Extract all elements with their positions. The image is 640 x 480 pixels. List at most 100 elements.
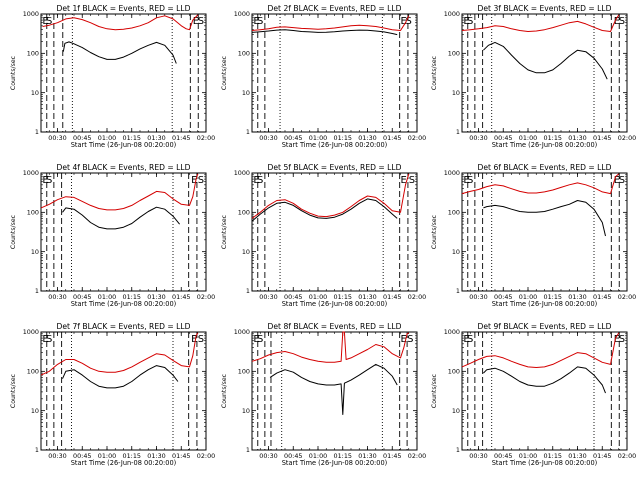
x-tick-label: 01:15: [544, 134, 562, 142]
y-axis-label: Counts/sec: [431, 55, 438, 90]
x-tick-label: 01:00: [98, 134, 116, 142]
lld-series-line: [251, 173, 410, 219]
marker-e: E: [42, 175, 48, 186]
plot-frame: [461, 331, 628, 451]
chart-title: Det 5f BLACK = Events, RED = LLD: [268, 163, 402, 172]
x-tick-label: 01:30: [147, 134, 165, 142]
x-tick-label: 01:45: [172, 293, 190, 301]
x-tick-label: 00:45: [284, 452, 302, 460]
x-tick-label: 01:00: [98, 293, 116, 301]
chart-title: Det 8f BLACK = Events, RED = LLD: [268, 322, 402, 331]
x-tick-label: 02:00: [197, 452, 215, 460]
x-tick-label: 01:15: [544, 452, 562, 460]
marker-e: E: [191, 334, 197, 345]
x-tick-label: 01:00: [309, 134, 327, 142]
x-tick-label: 02:00: [408, 452, 426, 460]
x-tick-label: 01:45: [593, 134, 611, 142]
y-axis-label: Counts/sec: [431, 373, 438, 408]
y-tick-label: 1000: [234, 169, 250, 177]
marker-s: S: [409, 175, 415, 186]
chart-panel-5: Det 5f BLACK = Events, RED = LLD 1 10 100 10…: [221, 163, 426, 308]
chart-title: Det 2f BLACK = Events, RED = LLD: [268, 4, 402, 13]
marker-e: E: [463, 334, 469, 345]
x-tick-label: 00:45: [494, 452, 512, 460]
x-axis-label: Start Time (26-Jun-08 00:20:00): [71, 300, 177, 308]
chart-panel-6: Det 6f BLACK = Events, RED = LLD 1 10 100 10…: [431, 163, 636, 308]
marker-s: S: [198, 175, 204, 186]
lld-series-line: [40, 332, 199, 376]
marker-e: E: [463, 16, 469, 27]
y-tick-label: 10: [31, 407, 39, 415]
events-series-line: [251, 29, 398, 36]
lld-series-line: [251, 15, 410, 31]
x-tick-label: 01:45: [383, 134, 401, 142]
y-axis-label: Counts/sec: [221, 55, 228, 90]
x-tick-label: 01:00: [309, 452, 327, 460]
y-tick-label: 100: [448, 50, 460, 58]
chart-panel-1: Det 1f BLACK = Events, RED = LLD 1 10 100 10…: [10, 4, 215, 149]
x-tick-label: 00:45: [284, 134, 302, 142]
chart-title: Det 1f BLACK = Events, RED = LLD: [57, 4, 191, 13]
y-axis-label: Counts/sec: [10, 214, 17, 249]
x-tick-label: 00:45: [73, 452, 91, 460]
chart-title: Det 7f BLACK = Events, RED = LLD: [57, 322, 191, 331]
marker-s: S: [619, 175, 625, 186]
marker-s: S: [467, 334, 473, 345]
marker-s: S: [46, 334, 52, 345]
x-tick-label: 00:45: [73, 134, 91, 142]
marker-e: E: [253, 334, 259, 345]
x-tick-label: 00:45: [494, 293, 512, 301]
lld-series-line: [42, 14, 199, 31]
plot-frame: [461, 172, 628, 292]
y-tick-label: 10: [452, 248, 460, 256]
chart-panel-9: Det 9f BLACK = Events, RED = LLD 1 10 100 10…: [431, 322, 636, 467]
x-tick-label: 01:15: [123, 293, 141, 301]
marker-e: E: [614, 175, 620, 186]
y-tick-label: 10: [31, 89, 39, 97]
x-tick-label: 01:30: [358, 452, 376, 460]
x-tick-label: 02:00: [408, 293, 426, 301]
lld-series-line: [461, 14, 620, 32]
chart-panel-3: Det 3f BLACK = Events, RED = LLD 1 10 100 10…: [431, 4, 636, 149]
events-series-line: [483, 41, 608, 80]
x-tick-label: 00:30: [469, 452, 487, 460]
x-axis-label: Start Time (26-Jun-08 00:20:00): [282, 459, 388, 467]
x-tick-label: 01:15: [334, 452, 352, 460]
events-series-line: [62, 365, 179, 389]
y-axis-label: Counts/sec: [221, 373, 228, 408]
y-tick-label: 1: [456, 287, 460, 295]
marker-e: E: [193, 16, 199, 27]
y-tick-label: 100: [27, 209, 39, 217]
plot-frame: [40, 13, 207, 133]
x-tick-label: 00:30: [259, 134, 277, 142]
marker-s: S: [467, 16, 473, 27]
x-tick-label: 01:30: [568, 293, 586, 301]
x-axis-label: Start Time (26-Jun-08 00:20:00): [71, 459, 177, 467]
x-tick-label: 00:30: [469, 293, 487, 301]
x-tick-label: 01:00: [519, 452, 537, 460]
y-axis-label: Counts/sec: [221, 214, 228, 249]
x-tick-label: 01:00: [309, 293, 327, 301]
marker-s: S: [257, 175, 263, 186]
marker-e: E: [191, 175, 197, 186]
chart-title: Det 9f BLACK = Events, RED = LLD: [478, 322, 612, 331]
marker-s: S: [257, 16, 263, 27]
x-tick-label: 00:45: [284, 293, 302, 301]
y-tick-label: 100: [27, 50, 39, 58]
x-tick-label: 01:30: [568, 452, 586, 460]
marker-s: S: [405, 16, 411, 27]
marker-e: E: [42, 16, 48, 27]
marker-e: E: [463, 175, 469, 186]
marker-s: S: [619, 334, 625, 345]
y-tick-label: 1000: [23, 328, 39, 336]
x-tick-label: 01:45: [593, 452, 611, 460]
y-tick-label: 100: [27, 368, 39, 376]
marker-s: S: [198, 16, 204, 27]
plot-frame: [251, 331, 418, 451]
x-tick-label: 01:15: [334, 293, 352, 301]
y-tick-label: 10: [242, 248, 250, 256]
events-series-line: [62, 41, 177, 64]
chart-title: Det 6f BLACK = Events, RED = LLD: [478, 163, 612, 172]
x-tick-label: 01:30: [147, 293, 165, 301]
y-tick-label: 10: [452, 407, 460, 415]
